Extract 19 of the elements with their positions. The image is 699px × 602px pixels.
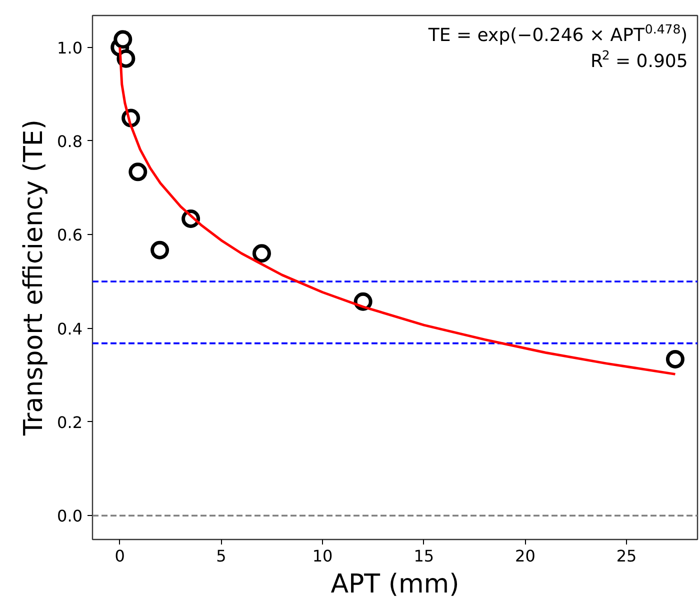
y-axis-title: Transport efficiency (TE) — [19, 120, 50, 436]
point — [150, 240, 170, 260]
x-tick-label: 20 — [515, 546, 536, 566]
x-tick-label: 0 — [114, 546, 125, 566]
y-tick-label: 1.0 — [57, 38, 83, 58]
x-tick-label: 15 — [414, 546, 434, 566]
point — [114, 30, 132, 49]
x-tick-label: 5 — [216, 546, 226, 566]
y-tick-label: 0.2 — [57, 412, 83, 432]
point — [252, 244, 271, 263]
y-tick-label: 0.4 — [57, 319, 83, 338]
y-tick-label: 0.0 — [57, 506, 83, 526]
point — [666, 350, 684, 368]
y-tick-label: 0.6 — [57, 226, 83, 245]
y-tick-label: 0.8 — [57, 132, 83, 151]
x-tick-label: 25 — [616, 546, 637, 566]
point — [128, 162, 148, 182]
x-axis-title: APT (mm) — [330, 570, 460, 600]
x-tick-label: 10 — [312, 546, 333, 566]
